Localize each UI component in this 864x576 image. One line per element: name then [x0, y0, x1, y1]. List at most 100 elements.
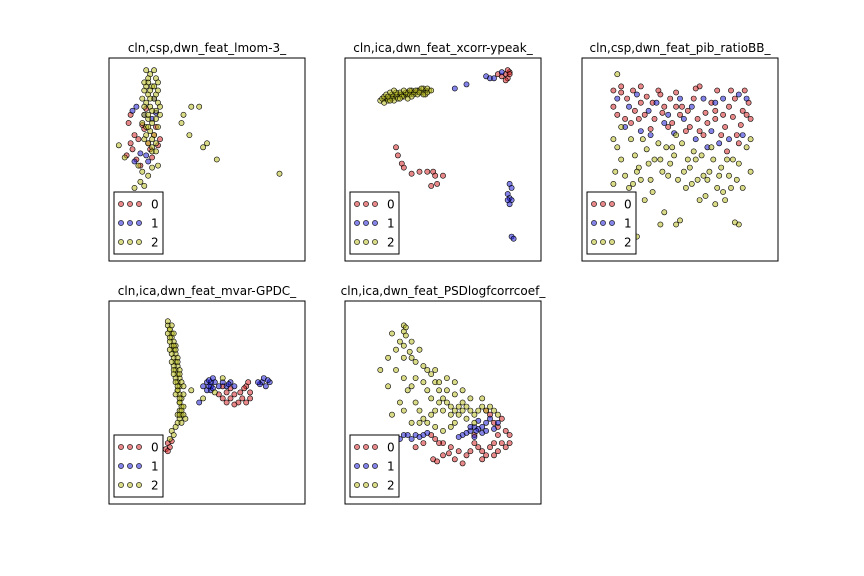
legend-label-1: 1	[151, 460, 159, 474]
point-series-2	[182, 415, 189, 422]
point-series-1	[215, 383, 222, 390]
point-series-2	[432, 367, 439, 373]
point-series-1	[408, 436, 415, 442]
point-series-2	[145, 172, 152, 179]
legend-marker-2	[118, 239, 124, 245]
point-series-1	[404, 432, 411, 438]
scatter-points	[610, 71, 754, 240]
point-series-0	[394, 152, 401, 159]
point-series-2	[432, 423, 439, 430]
point-series-2	[408, 383, 415, 390]
point-series-0	[714, 87, 721, 94]
point-series-1	[196, 399, 203, 406]
point-series-2	[149, 120, 155, 126]
point-series-2	[396, 338, 403, 345]
point-series-2	[400, 87, 407, 94]
point-series-2	[170, 330, 177, 337]
point-series-2	[176, 395, 183, 402]
point-series-2	[684, 156, 691, 163]
point-series-0	[673, 89, 679, 96]
point-series-0	[624, 95, 630, 102]
point-series-2	[168, 358, 175, 365]
point-series-1	[677, 95, 683, 102]
point-series-0	[712, 116, 719, 122]
legend-marker-1	[609, 220, 615, 226]
point-series-1	[508, 184, 515, 191]
point-series-0	[743, 111, 750, 118]
point-series-2	[204, 140, 210, 147]
point-series-2	[447, 411, 454, 418]
point-series-0	[622, 116, 628, 122]
point-series-1	[255, 379, 261, 386]
point-series-2	[385, 354, 391, 361]
point-series-1	[424, 429, 431, 436]
point-series-2	[408, 338, 415, 345]
point-series-2	[614, 144, 621, 151]
legend-marker-2	[600, 239, 606, 245]
point-series-2	[396, 399, 403, 406]
point-series-2	[178, 120, 185, 126]
point-series-0	[618, 89, 625, 96]
point-series-2	[612, 168, 619, 175]
point-series-0	[665, 124, 672, 130]
point-series-0	[440, 172, 446, 179]
point-series-2	[471, 411, 478, 418]
point-series-2	[634, 168, 640, 175]
point-series-2	[747, 168, 754, 175]
point-series-2	[720, 189, 726, 195]
point-series-2	[155, 87, 161, 94]
point-series-0	[641, 111, 648, 118]
point-series-2	[673, 132, 679, 138]
point-series-2	[628, 136, 634, 143]
point-series-0	[502, 77, 509, 84]
point-series-2	[618, 156, 625, 163]
point-series-2	[176, 371, 183, 377]
point-series-0	[131, 132, 138, 138]
point-series-2	[157, 111, 163, 118]
point-series-2	[610, 180, 617, 187]
point-series-2	[170, 432, 177, 438]
point-series-0	[164, 448, 171, 455]
point-series-2	[475, 407, 482, 414]
point-series-2	[149, 107, 155, 114]
point-series-0	[247, 395, 253, 402]
point-series-0	[739, 107, 746, 114]
legend-label-0: 0	[624, 198, 632, 212]
point-series-2	[168, 322, 175, 329]
legend-marker-1	[118, 463, 124, 469]
point-series-2	[391, 87, 397, 94]
scatter-points	[377, 322, 513, 467]
point-series-2	[174, 383, 181, 390]
point-series-0	[659, 109, 666, 116]
point-series-2	[694, 176, 701, 183]
point-series-2	[416, 407, 423, 414]
point-series-2	[704, 176, 711, 183]
point-series-2	[149, 164, 155, 171]
subplot-3: cln,csp,dwn_feat_pib_ratioBB_ 0 1 2	[581, 41, 779, 262]
point-series-2	[647, 176, 654, 183]
point-series-1	[716, 140, 723, 147]
point-series-2	[671, 152, 677, 159]
point-series-2	[443, 387, 450, 394]
point-series-2	[400, 342, 407, 349]
point-series-1	[479, 423, 486, 430]
legend-label-0: 0	[151, 441, 159, 455]
point-series-2	[172, 391, 179, 398]
legend-label-2: 2	[387, 479, 395, 493]
point-series-0	[722, 124, 728, 130]
point-series-2	[708, 144, 715, 151]
point-series-2	[645, 160, 652, 167]
point-series-2	[188, 387, 195, 394]
legend-marker-2	[609, 239, 615, 245]
point-series-2	[436, 399, 442, 406]
legend-label-2: 2	[624, 236, 632, 250]
point-series-2	[440, 395, 446, 402]
point-series-2	[679, 140, 685, 147]
point-series-2	[180, 111, 187, 118]
point-series-0	[683, 128, 689, 134]
point-series-2	[459, 407, 466, 414]
point-series-0	[647, 126, 654, 132]
point-series-0	[632, 107, 638, 114]
point-series-1	[645, 107, 652, 114]
point-series-2	[196, 103, 203, 110]
